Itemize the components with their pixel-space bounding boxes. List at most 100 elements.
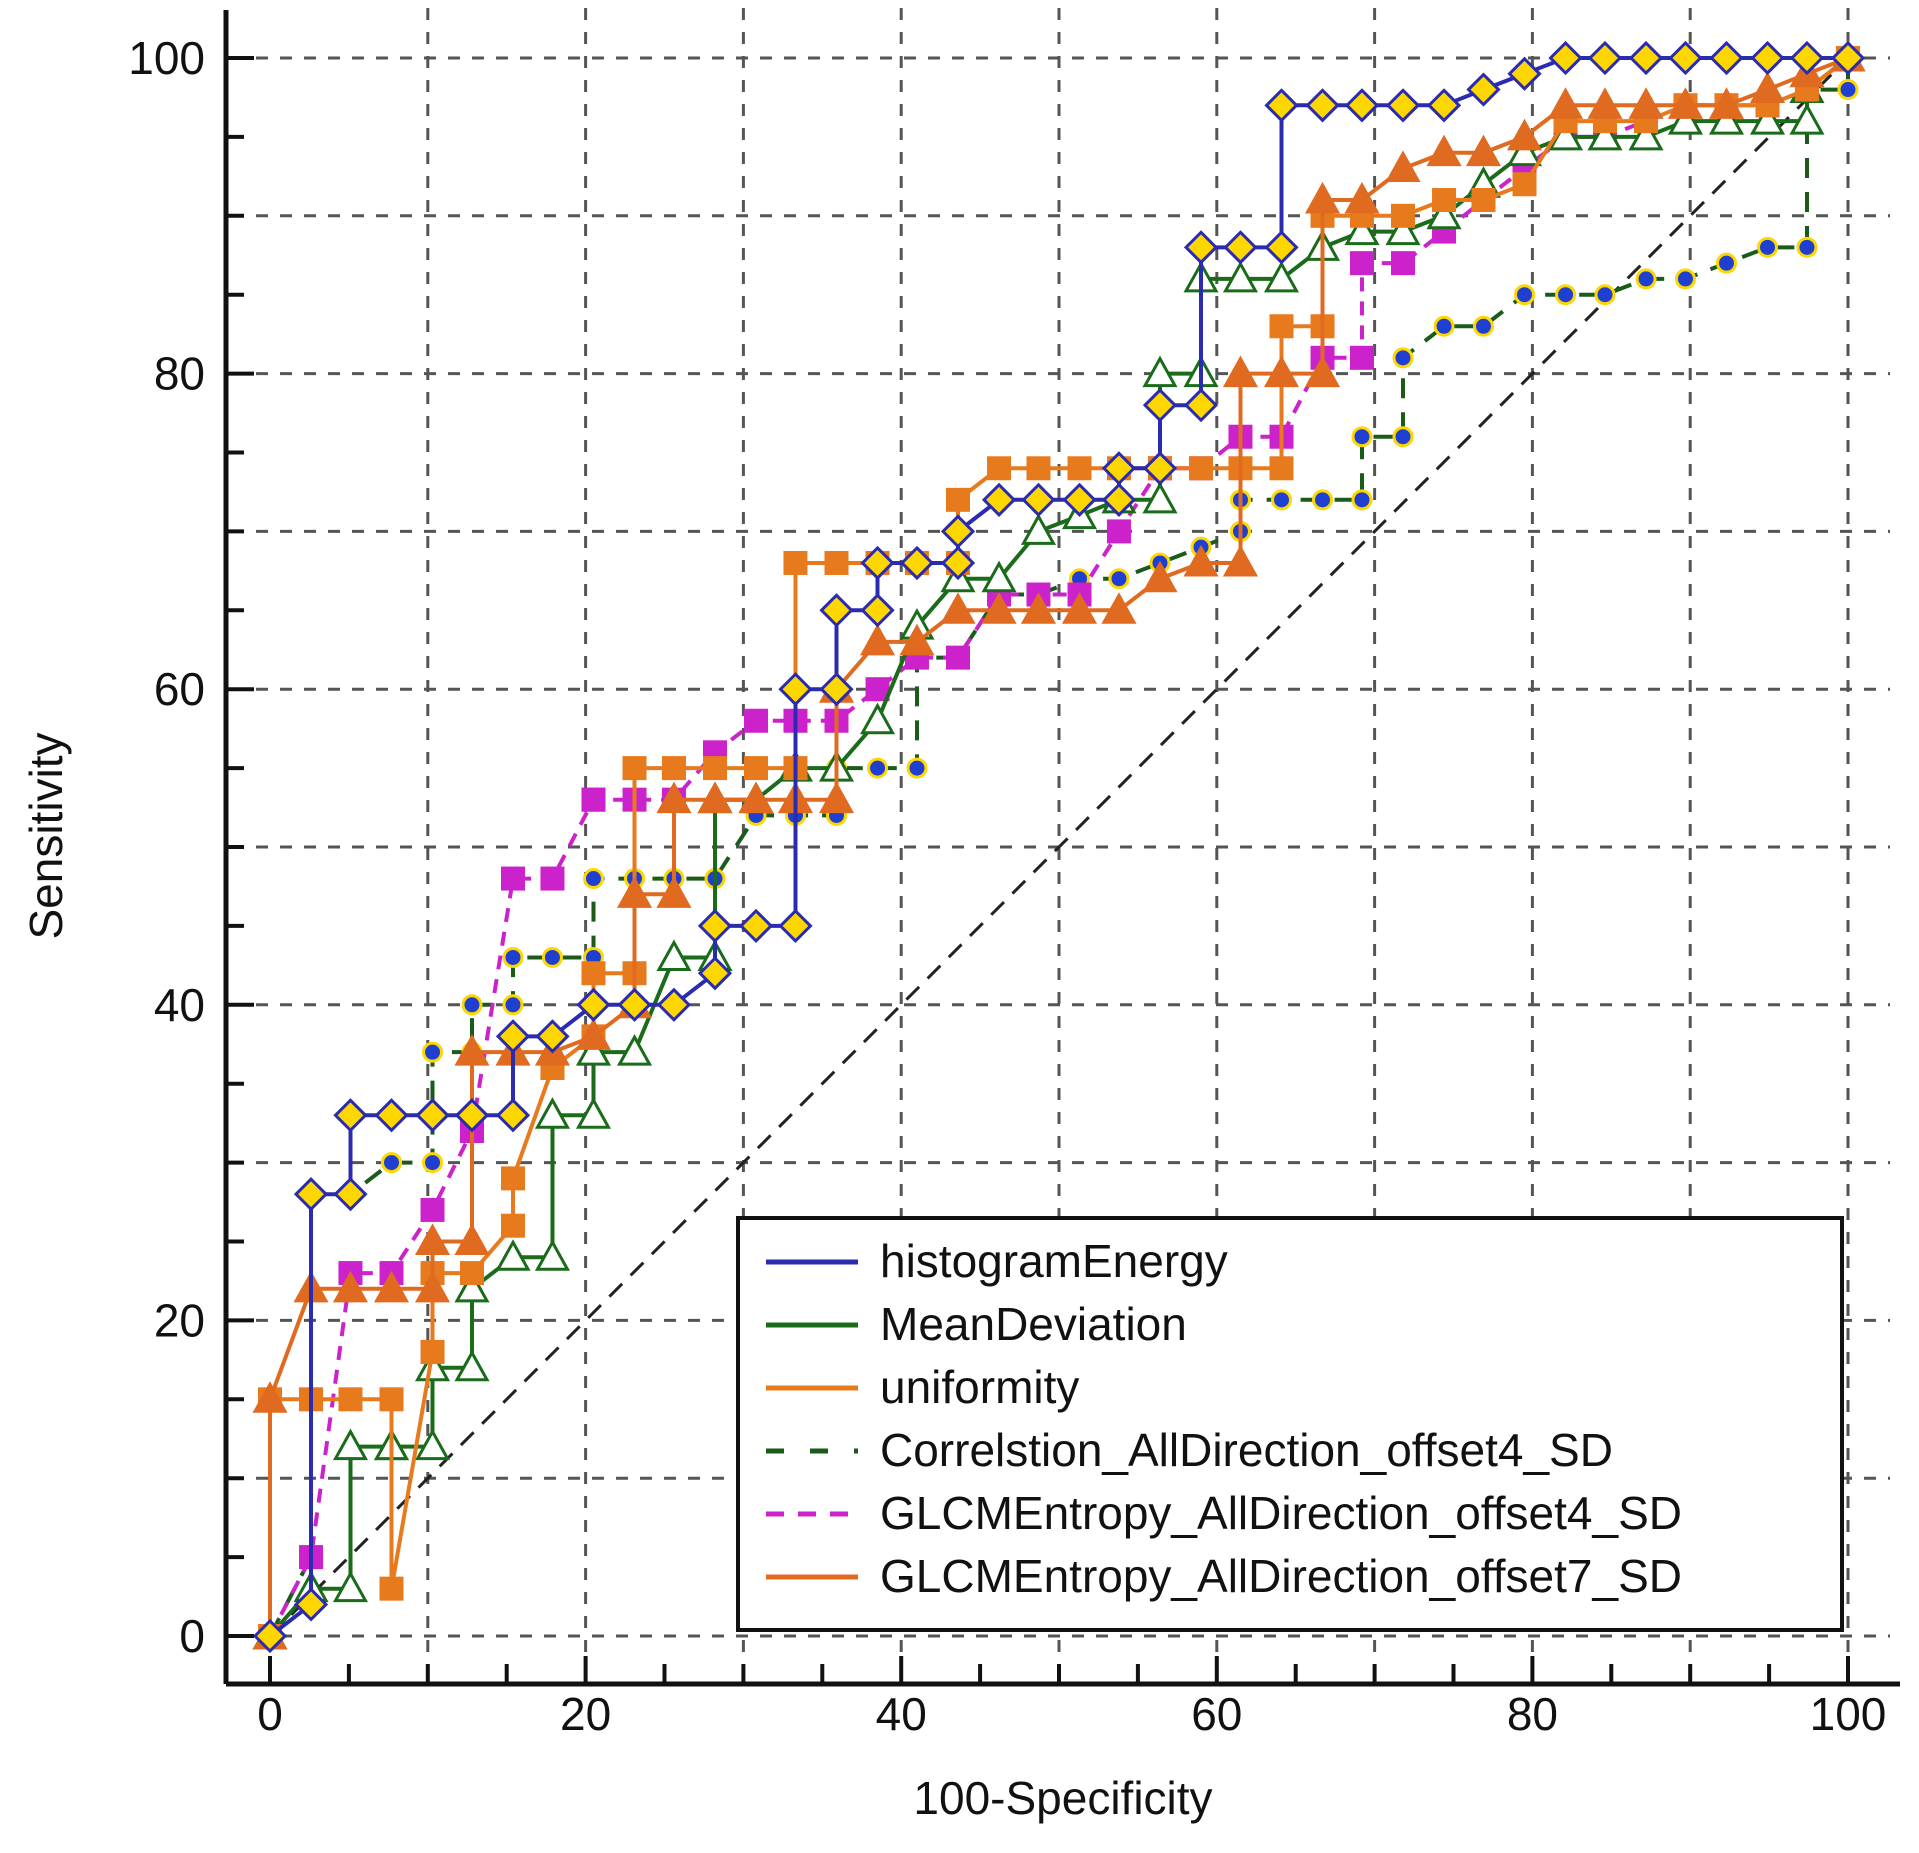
x-tick-label: 100 (1810, 1688, 1887, 1740)
y-axis-title: Sensitivity (20, 732, 72, 939)
data-point (454, 1034, 490, 1066)
data-point (414, 1223, 451, 1255)
data-point (1555, 284, 1577, 306)
data-point (1466, 72, 1501, 107)
data-point (1312, 489, 1334, 511)
data-point (1635, 268, 1657, 290)
data-point (333, 1098, 368, 1133)
data-point (1426, 134, 1462, 167)
legend-label: uniformity (880, 1361, 1079, 1413)
x-axis-title: 100-Specificity (913, 1772, 1212, 1824)
data-point (1269, 456, 1294, 481)
data-point (1709, 40, 1744, 76)
data-point (1385, 150, 1421, 182)
data-point (865, 677, 890, 702)
data-point (293, 1177, 329, 1212)
legend-label: GLCMEntropy_AllDirection_offset7_SD (880, 1550, 1682, 1602)
data-point (1750, 40, 1785, 76)
x-tick-label: 40 (876, 1688, 927, 1740)
data-point (495, 1239, 531, 1271)
data-point (1749, 103, 1786, 135)
data-point (1471, 188, 1496, 213)
y-tick-label: 0 (179, 1610, 205, 1662)
data-point (1101, 592, 1137, 624)
y-tick-label: 100 (128, 32, 205, 84)
data-point (333, 1177, 368, 1212)
data-point (616, 876, 653, 908)
y-tick-label: 60 (154, 663, 205, 715)
data-point (1667, 103, 1704, 135)
data-point (1062, 482, 1097, 517)
data-point (697, 908, 733, 944)
data-point (738, 908, 774, 944)
data-point (414, 1270, 451, 1303)
data-point (1587, 87, 1623, 119)
data-point (1465, 134, 1502, 167)
data-point (582, 868, 604, 890)
axes: 0 20 40 60 80 100 0 20 40 60 80 100 (128, 10, 1900, 1740)
data-point (1183, 388, 1219, 423)
data-point (1222, 355, 1259, 388)
reference-diagonal (268, 56, 1850, 1638)
data-point (1507, 56, 1542, 91)
data-point (867, 757, 889, 779)
data-point (1472, 315, 1494, 337)
data-point (1587, 40, 1623, 76)
legend-box (736, 1216, 1844, 1632)
data-point (379, 1576, 404, 1601)
data-point (422, 1152, 444, 1174)
data-point (899, 623, 935, 656)
data-point (1715, 252, 1737, 274)
data-point (859, 702, 896, 735)
data-point (252, 1618, 288, 1654)
data-point (1506, 134, 1543, 167)
data-point (940, 545, 976, 581)
data-point (859, 623, 896, 656)
y-tick-label: 20 (154, 1294, 205, 1346)
data-point (1142, 355, 1178, 388)
data-point (1514, 284, 1536, 306)
data-point (332, 1570, 369, 1603)
data-point (697, 781, 733, 814)
data-point (495, 1098, 531, 1133)
data-point (422, 1041, 444, 1063)
data-point (414, 1428, 451, 1461)
data-point (860, 593, 895, 628)
data-point (1304, 355, 1341, 388)
data-point (1264, 230, 1299, 265)
data-point (459, 1261, 484, 1286)
data-point (819, 672, 854, 707)
data-point (981, 482, 1017, 517)
data-point (1433, 315, 1455, 337)
data-point (1392, 347, 1414, 369)
data-point (981, 592, 1017, 624)
data-point (332, 1270, 369, 1303)
series-layer (252, 39, 1866, 1654)
data-point (818, 781, 855, 814)
data-point (661, 756, 686, 781)
data-point (1392, 426, 1414, 448)
data-point (940, 592, 976, 624)
data-point (1020, 592, 1057, 624)
data-point (824, 550, 849, 575)
data-point (1506, 118, 1543, 151)
data-point (252, 1381, 288, 1413)
y-tick-label: 40 (154, 979, 205, 1031)
data-point (744, 756, 769, 781)
data-point (1026, 456, 1051, 481)
data-point (338, 1387, 363, 1412)
data-point (1142, 451, 1178, 486)
data-point (616, 1034, 653, 1066)
data-point (575, 1034, 612, 1066)
data-point (1587, 118, 1623, 151)
data-point (1789, 40, 1825, 76)
data-point (1667, 87, 1704, 119)
data-point (656, 876, 692, 908)
data-point (379, 1387, 404, 1412)
data-point (1142, 560, 1178, 593)
data-point (1020, 513, 1057, 545)
data-point (1142, 481, 1178, 514)
data-point (1512, 172, 1537, 197)
